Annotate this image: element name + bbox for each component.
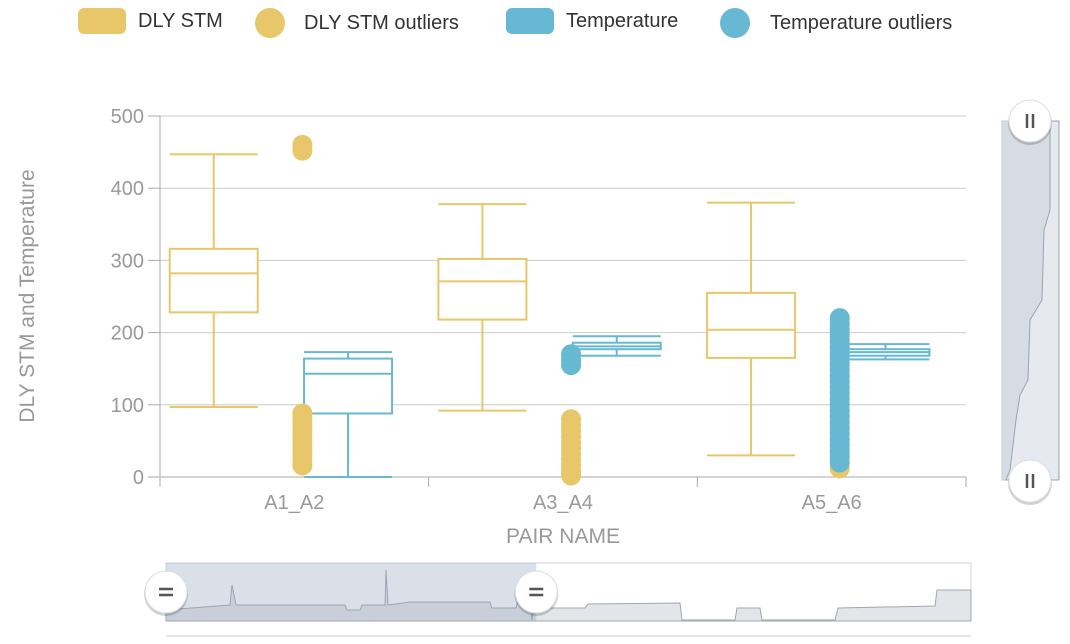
- y-tick-label-200: 200: [111, 323, 144, 345]
- legend-label-temperature: Temperature: [566, 9, 679, 32]
- legend-label-dly-stm: DLY STM: [138, 9, 223, 32]
- outlier-point-a1-a2-dly-stm-11: [292, 455, 313, 476]
- legend-swatch-temperature-outliers: [720, 8, 750, 38]
- legend-item-temperature[interactable]: Temperature: [506, 8, 678, 34]
- y-tick-label-300: 300: [111, 250, 144, 272]
- legend-label-dly-stm-outliers: DLY STM outliers: [304, 11, 459, 34]
- x-tick-label-a3-a4: A3_A4: [533, 492, 593, 514]
- outlier-point-a3-a4-dly-stm-10: [561, 465, 582, 486]
- outlier-point-a5-a6-temperature-25: [829, 452, 850, 473]
- navigator-right-handle[interactable]: [514, 570, 559, 616]
- navigator-left-handle-knob: [144, 570, 188, 614]
- vertical-slider-top-handle[interactable]: [1008, 99, 1052, 145]
- navigator-selection: [166, 563, 537, 621]
- legend-item-dly-stm-outliers[interactable]: DLY STM outliers: [255, 8, 459, 38]
- legend-item-dly-stm[interactable]: DLY STM: [78, 8, 223, 34]
- vertical-slider-bottom-handle-knob: [1008, 459, 1052, 503]
- navigator-right-handle-knob: [514, 570, 558, 614]
- box-a1-a2-temperature: [303, 357, 394, 415]
- y-axis-title: DLY STM and Temperature: [16, 169, 39, 422]
- box-a5-a6-dly-stm: [706, 291, 797, 359]
- y-tick-label-0: 0: [133, 467, 144, 489]
- y-tick-label-400: 400: [111, 178, 144, 200]
- outlier-point-a3-a4-temperature-2: [561, 355, 582, 376]
- y-tick-label-500: 500: [111, 106, 144, 128]
- outlier-point-a1-a2-dly-stm-1: [292, 140, 313, 161]
- x-tick-label-a5-a6: A5_A6: [802, 492, 862, 514]
- vertical-slider-bottom-handle[interactable]: [1008, 459, 1052, 505]
- y-tick-label-100: 100: [111, 395, 144, 417]
- legend-swatch-temperature: [506, 8, 554, 34]
- legend-item-temperature-outliers[interactable]: Temperature outliers: [720, 8, 952, 38]
- x-axis-title: PAIR NAME: [506, 525, 620, 548]
- vertical-slider-top-handle-knob: [1008, 99, 1052, 143]
- legend-swatch-dly-stm: [78, 8, 126, 34]
- x-tick-label-a1-a2: A1_A2: [264, 492, 324, 514]
- box-a1-a2-dly-stm: [168, 247, 259, 314]
- legend-swatch-dly-stm-outliers: [255, 8, 285, 38]
- navigator-left-handle[interactable]: [144, 570, 188, 616]
- box-a3-a4-dly-stm: [437, 257, 528, 321]
- chart-legend: DLY STM DLY STM outliers Temperature Tem…: [0, 4, 1070, 38]
- vertical-slider-sparkline: [1005, 120, 1060, 481]
- legend-label-temperature-outliers: Temperature outliers: [770, 11, 953, 34]
